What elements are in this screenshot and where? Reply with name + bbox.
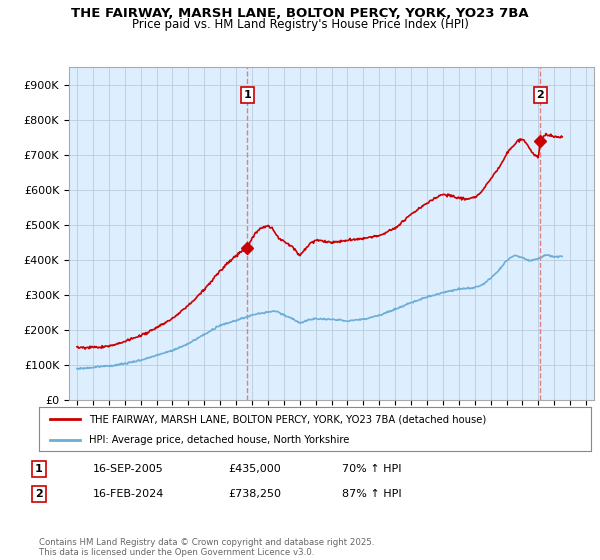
Text: 16-SEP-2005: 16-SEP-2005 (93, 464, 164, 474)
Text: 1: 1 (35, 464, 43, 474)
Text: THE FAIRWAY, MARSH LANE, BOLTON PERCY, YORK, YO23 7BA (detached house): THE FAIRWAY, MARSH LANE, BOLTON PERCY, Y… (89, 414, 486, 424)
Text: 2: 2 (536, 90, 544, 100)
Text: 16-FEB-2024: 16-FEB-2024 (93, 489, 164, 499)
Text: £435,000: £435,000 (228, 464, 281, 474)
Text: 70% ↑ HPI: 70% ↑ HPI (342, 464, 401, 474)
Text: £738,250: £738,250 (228, 489, 281, 499)
Text: THE FAIRWAY, MARSH LANE, BOLTON PERCY, YORK, YO23 7BA: THE FAIRWAY, MARSH LANE, BOLTON PERCY, Y… (71, 7, 529, 20)
Text: HPI: Average price, detached house, North Yorkshire: HPI: Average price, detached house, Nort… (89, 435, 349, 445)
Text: 2: 2 (35, 489, 43, 499)
Text: 87% ↑ HPI: 87% ↑ HPI (342, 489, 401, 499)
Text: Contains HM Land Registry data © Crown copyright and database right 2025.
This d: Contains HM Land Registry data © Crown c… (39, 538, 374, 557)
Text: 1: 1 (244, 90, 251, 100)
Text: Price paid vs. HM Land Registry's House Price Index (HPI): Price paid vs. HM Land Registry's House … (131, 18, 469, 31)
